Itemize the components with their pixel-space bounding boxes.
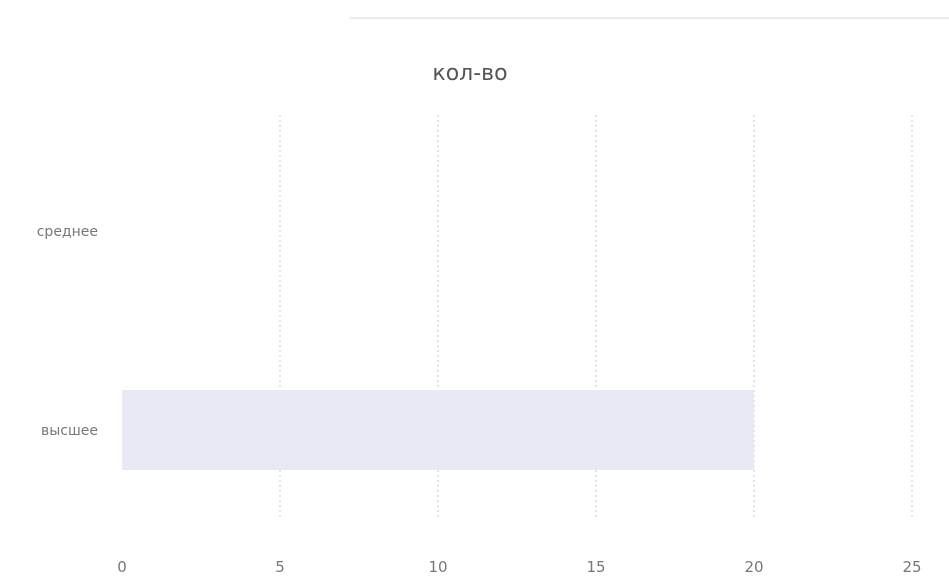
x-tick-label: 5: [275, 558, 285, 576]
category-label: среднее: [37, 224, 98, 240]
bars: [122, 390, 754, 470]
bar: [122, 390, 754, 470]
x-tick-label: 15: [586, 558, 605, 576]
category-labels: среднее высшее: [37, 224, 98, 439]
x-axis-ticks: 0 5 10 15 20 25: [117, 558, 921, 576]
x-tick-label: 0: [117, 558, 127, 576]
x-tick-label: 20: [744, 558, 763, 576]
chart-title: кол-во: [432, 61, 507, 86]
category-label: высшее: [41, 423, 98, 439]
x-tick-label: 10: [428, 558, 447, 576]
x-tick-label: 25: [902, 558, 921, 576]
